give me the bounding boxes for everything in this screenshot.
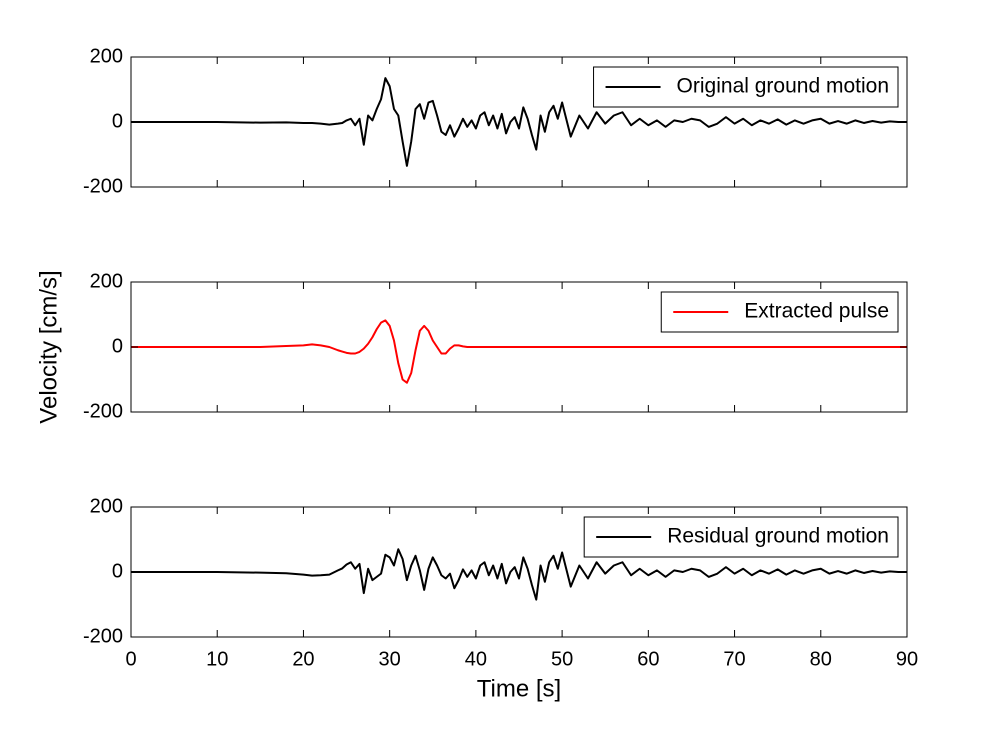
y-axis-label: Velocity [cm/s]: [35, 270, 62, 423]
data-line: [131, 319, 907, 384]
x-tick-label: 80: [810, 648, 832, 670]
x-axis-label: Time [s]: [477, 675, 561, 702]
legend-label: Residual ground motion: [667, 525, 889, 548]
x-tick-label: 20: [292, 648, 314, 670]
y-tick-label: -200: [83, 175, 123, 197]
data-line: [131, 548, 907, 601]
x-tick-label: 60: [637, 648, 659, 670]
x-tick-label: 90: [896, 648, 918, 670]
y-tick-label: 200: [90, 270, 123, 292]
x-tick-label: 70: [723, 648, 745, 670]
legend-label: Extracted pulse: [744, 300, 889, 323]
x-tick-label: 10: [206, 648, 228, 670]
y-tick-label: 0: [112, 335, 123, 357]
y-tick-label: 200: [90, 45, 123, 67]
data-line: [131, 77, 907, 167]
legend-label: Original ground motion: [677, 75, 889, 98]
y-tick-label: 200: [90, 495, 123, 517]
x-tick-label: 50: [551, 648, 573, 670]
y-tick-label: -200: [83, 400, 123, 422]
x-tick-label: 40: [465, 648, 487, 670]
y-tick-label: 0: [112, 560, 123, 582]
x-tick-label: 30: [379, 648, 401, 670]
y-tick-label: 0: [112, 110, 123, 132]
x-tick-label: 0: [125, 648, 136, 670]
y-tick-label: -200: [83, 625, 123, 647]
